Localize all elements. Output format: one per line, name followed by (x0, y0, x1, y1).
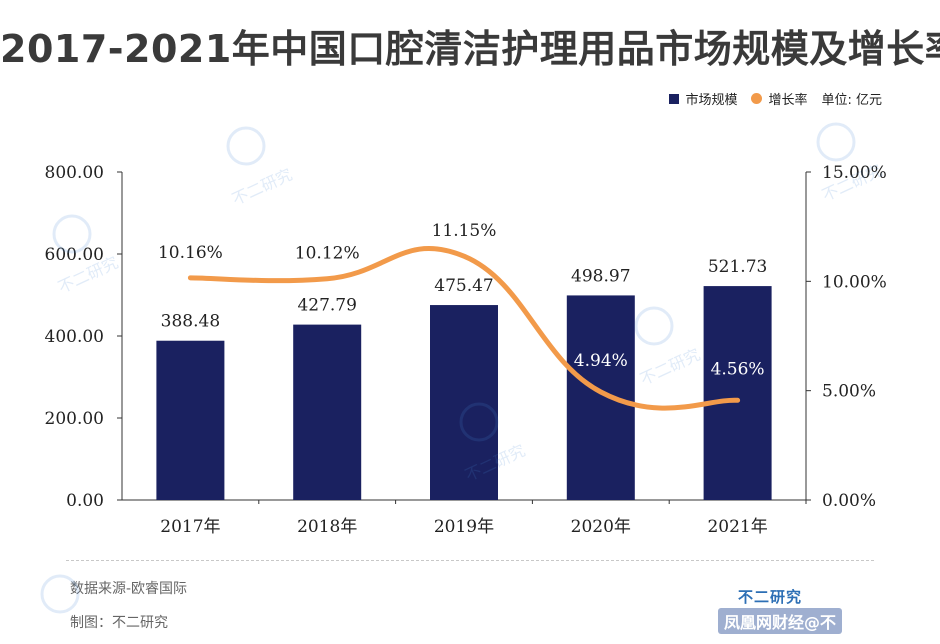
left-tick-label: 200.00 (45, 409, 104, 429)
legend-bar-label: 市场规模 (685, 93, 738, 108)
line-value-label: 4.56% (711, 359, 765, 379)
bar (293, 324, 362, 500)
bar (430, 305, 498, 500)
legend-unit: 单位: 亿元 (821, 89, 882, 108)
right-tick-label: 15.00% (822, 163, 887, 183)
data-source: 数据来源-欧睿国际 (70, 581, 188, 597)
x-tick-label: 2021年 (707, 517, 767, 537)
bar-value-label: 475.47 (434, 276, 493, 296)
platform-watermark: 凤凰网财经@不 (718, 608, 843, 634)
left-tick-label: 600.00 (45, 245, 104, 265)
left-tick-label: 800.00 (45, 163, 104, 183)
bar-value-label: 427.79 (297, 296, 356, 316)
legend: 市场规模 增长率 单位: 亿元 (655, 89, 882, 108)
bar-value-label: 498.97 (571, 266, 630, 286)
x-tick-label: 2018年 (297, 517, 357, 537)
legend-line-label: 增长率 (768, 93, 808, 108)
divider (66, 560, 874, 561)
chart-maker: 制图：不二研究 (70, 615, 168, 631)
legend-item-growth-rate: 增长率 (751, 89, 807, 108)
brand-logo-text: 不二研究 (738, 588, 803, 606)
bar-value-label: 521.73 (708, 257, 767, 277)
growth-rate-line (187, 245, 741, 411)
line-value-label: 10.12% (295, 244, 360, 264)
unit-label: 单位: 亿元 (821, 93, 882, 108)
x-tick-label: 2017年 (160, 517, 220, 537)
line-value-label: 11.15% (432, 221, 497, 241)
bar-value-label: 388.48 (161, 312, 220, 332)
legend-item-market-size: 市场规模 (669, 89, 737, 108)
bar (156, 340, 225, 500)
line-value-label: 10.16% (158, 243, 223, 263)
right-tick-label: 0.00% (822, 491, 876, 511)
left-tick-label: 0.00 (66, 491, 104, 511)
right-tick-label: 5.00% (822, 382, 876, 402)
bar (566, 295, 635, 500)
legend-bar-swatch (669, 93, 680, 104)
left-tick-label: 400.00 (45, 327, 104, 347)
right-tick-label: 10.00% (822, 272, 887, 292)
line-value-label: 4.94% (574, 351, 628, 371)
legend-line-swatch (751, 93, 763, 104)
x-tick-label: 2020年 (571, 517, 631, 537)
bar (703, 286, 772, 500)
chart-title: 2017-2021年中国口腔清洁护理用品市场规模及增长率 (0, 27, 940, 71)
x-tick-label: 2019年 (434, 517, 494, 537)
chart-canvas: 0.00 200.00 400.00 600.00 800.00 0.00% 5.00% 10… (45, 163, 887, 537)
